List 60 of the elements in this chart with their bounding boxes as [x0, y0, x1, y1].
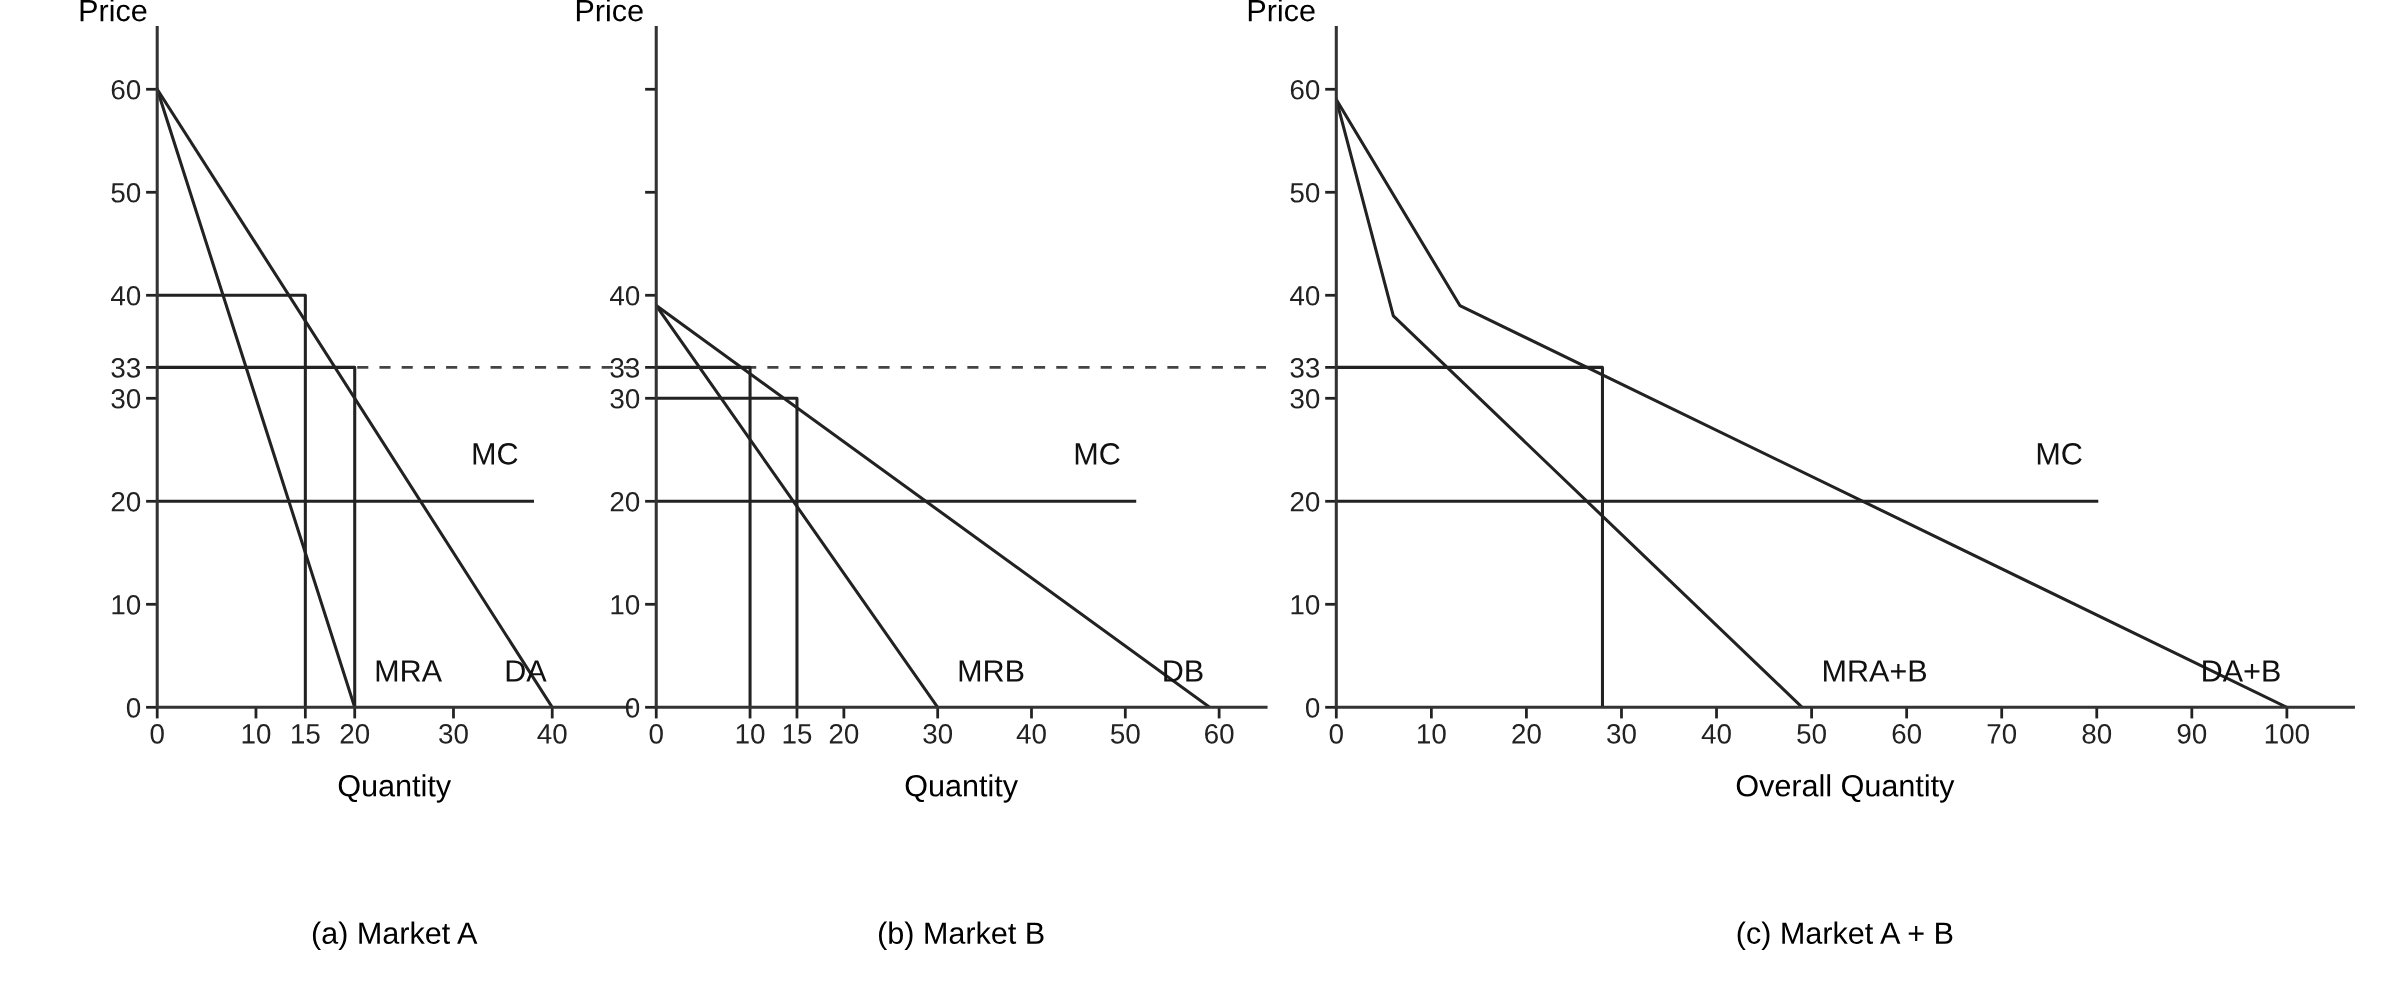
y-tick-label: 10: [1291, 594, 1320, 615]
x-tick-label: 40: [1016, 724, 1046, 744]
y-tick-label: 20: [111, 491, 141, 512]
x-tick-label: 20: [340, 724, 370, 744]
x-tick-label: 15: [292, 724, 320, 744]
text: (c) Market A + B: [1737, 921, 1953, 951]
y-tick-label: 0: [1305, 697, 1320, 718]
y-tick-label: 0: [625, 697, 640, 718]
text: (b) Market B: [879, 921, 1044, 951]
y-tick-label: 33: [1290, 358, 1320, 378]
x-tick-label: 40: [537, 724, 567, 744]
x-tick-label: 30: [1607, 724, 1636, 744]
y-tick-label: 30: [111, 388, 141, 409]
y-tick-label: 50: [1290, 182, 1320, 203]
x-tick-label: 90: [2177, 724, 2207, 744]
x-tick-label: 60: [1892, 724, 1922, 744]
text: (a) Market A: [312, 921, 478, 951]
x-tick-label: 0: [649, 724, 663, 744]
y-tick-label: 60: [1290, 79, 1320, 100]
y-tick-label: 33: [111, 358, 141, 378]
y-tick-label: 30: [1290, 388, 1320, 409]
x-tick-label: 100: [2265, 724, 2309, 744]
x-tick-label: 50: [1797, 724, 1826, 744]
y-tick-label: 30: [610, 388, 640, 409]
x-tick-label: 30: [439, 724, 468, 744]
y-tick-label: 33: [610, 358, 640, 378]
x-tick-label: 70: [1987, 724, 2017, 744]
x-tick-label: 20: [829, 724, 859, 744]
series-label: MC: [2037, 443, 2082, 465]
y-tick-label: 60: [111, 79, 141, 100]
series-label: MRB: [959, 660, 1024, 682]
y-tick-label: 10: [611, 594, 640, 615]
x-tick-label: 50: [1110, 724, 1140, 744]
series-label: MRA+B: [1824, 660, 1927, 682]
y-tick-label: 10: [112, 594, 141, 615]
x-tick-label: 0: [1329, 724, 1343, 744]
series-label: MC: [473, 443, 518, 465]
y-tick-label: 40: [1290, 285, 1320, 306]
y-tick-label: 50: [111, 182, 141, 203]
x-tick-label: 10: [1418, 724, 1446, 744]
series-label: MRA: [376, 660, 442, 682]
y-tick-label: 40: [110, 285, 141, 306]
x-axis-title: Overall Quantity: [1736, 774, 1955, 803]
x-tick-label: 60: [1205, 724, 1234, 744]
y-tick-label: 0: [126, 697, 141, 718]
x-tick-label: 30: [923, 724, 953, 744]
x-tick-label: 10: [242, 724, 271, 744]
x-tick-label: 80: [2082, 724, 2112, 744]
y-tick-label: 40: [610, 285, 640, 306]
series-label: MC: [1075, 443, 1120, 465]
x-tick-label: 15: [783, 724, 812, 744]
x-tick-label: 20: [1512, 724, 1541, 744]
x-axis-title: Quantity: [905, 774, 1018, 803]
x-tick-label: 40: [1701, 724, 1731, 744]
y-tick-label: 20: [1290, 491, 1320, 512]
x-tick-label: 0: [150, 724, 164, 744]
series-label: DB: [1164, 660, 1203, 682]
y-tick-label: 20: [610, 491, 640, 512]
x-axis-title: Quantity: [338, 774, 452, 803]
x-tick-label: 10: [736, 724, 765, 744]
